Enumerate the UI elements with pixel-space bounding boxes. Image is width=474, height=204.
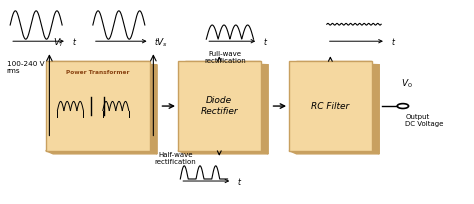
- Text: $V_s$: $V_s$: [156, 37, 167, 49]
- FancyBboxPatch shape: [46, 61, 150, 151]
- Text: Power Transformer: Power Transformer: [66, 70, 129, 75]
- Polygon shape: [297, 61, 379, 154]
- Polygon shape: [289, 151, 379, 154]
- Text: $t$: $t$: [237, 175, 242, 186]
- Text: $t$: $t$: [391, 36, 396, 47]
- FancyBboxPatch shape: [289, 61, 372, 151]
- Text: Diode
Rectifier: Diode Rectifier: [201, 96, 238, 116]
- Text: Half-wave
rectification: Half-wave rectification: [155, 152, 196, 165]
- Text: Output
DC Voltage: Output DC Voltage: [405, 114, 444, 127]
- FancyBboxPatch shape: [178, 61, 261, 151]
- Polygon shape: [46, 151, 157, 154]
- Text: $t$: $t$: [72, 36, 77, 47]
- Text: $V_0$: $V_0$: [401, 77, 412, 90]
- Polygon shape: [53, 61, 157, 154]
- Text: Full-wave
rectification: Full-wave rectification: [204, 51, 246, 64]
- Text: 100-240 V
rms: 100-240 V rms: [7, 61, 45, 74]
- Text: $t$: $t$: [263, 36, 268, 47]
- Text: $V_i$: $V_i$: [53, 37, 63, 49]
- Text: $t$: $t$: [155, 36, 160, 47]
- Polygon shape: [185, 61, 268, 154]
- Polygon shape: [178, 151, 268, 154]
- Text: RC Filter: RC Filter: [311, 102, 349, 111]
